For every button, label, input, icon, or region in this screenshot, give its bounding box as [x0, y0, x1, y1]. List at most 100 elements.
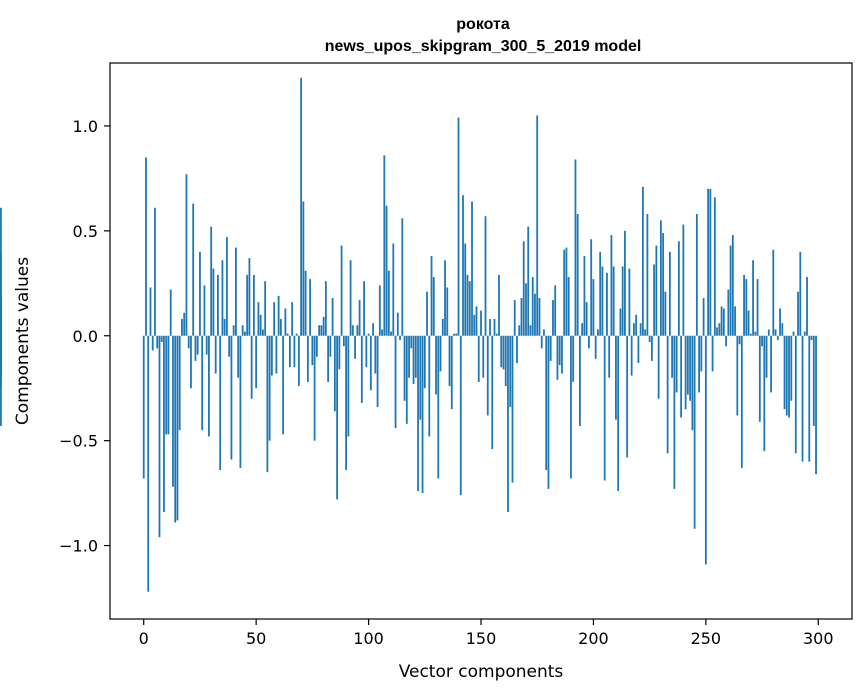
x-tick-label: 100 [353, 629, 384, 648]
bar-191 [572, 335, 575, 382]
bar-18 [183, 312, 186, 336]
bar-17 [181, 318, 183, 336]
bar-177 [540, 335, 543, 349]
bar-262 [731, 235, 734, 336]
bar-30 [210, 226, 213, 336]
x-tick-label: 300 [803, 629, 834, 648]
bar-273 [756, 279, 759, 336]
bar-6 [156, 335, 159, 349]
bar-undefined [0, 253, 2, 336]
bar-23 [194, 335, 197, 361]
bar-280 [772, 249, 775, 336]
bar-84 [331, 297, 334, 336]
bar-275 [761, 335, 763, 347]
bar-176 [538, 297, 541, 336]
bar-25 [199, 251, 201, 336]
bar-103 [374, 335, 377, 374]
bar-165 [513, 300, 516, 336]
bar-1 [145, 157, 147, 336]
bar-194 [579, 335, 581, 426]
bar-119 [410, 335, 413, 349]
bar-80 [322, 316, 325, 336]
bar-58 [273, 302, 276, 336]
y-tick-label: −1.0 [59, 537, 98, 556]
bar-87 [338, 335, 341, 370]
bar-240 [682, 224, 685, 336]
bar-56 [268, 335, 271, 441]
bar-70 [300, 77, 303, 336]
bar-174 [534, 293, 536, 336]
bar-132 [439, 335, 442, 372]
y-tick-label: 1.0 [73, 117, 98, 136]
bar-296 [808, 335, 811, 462]
bar-20 [187, 335, 190, 349]
bar-21 [190, 335, 192, 389]
bar-99 [365, 335, 368, 368]
bar-135 [446, 287, 449, 336]
y-axis-ticks: −1.0 −0.5 0.0 0.5 1.0 [59, 117, 110, 556]
bar-72 [304, 270, 307, 336]
x-tick-label: 50 [246, 629, 266, 648]
bar-231 [662, 232, 665, 336]
bar-106 [381, 329, 383, 336]
bar-101 [369, 335, 372, 391]
bar-258 [722, 308, 725, 336]
bar-undefined [0, 335, 2, 389]
bar-247 [698, 335, 700, 393]
bar-162 [507, 335, 509, 512]
bar-57 [270, 335, 273, 376]
bar-42 [237, 335, 240, 378]
x-tick-label: 150 [466, 629, 497, 648]
bar-255 [716, 327, 718, 336]
bar-256 [718, 323, 721, 336]
bar-259 [725, 335, 727, 347]
bar-200 [592, 279, 595, 336]
bar-211 [617, 335, 620, 492]
bar-26 [201, 335, 204, 431]
bar-46 [246, 274, 249, 336]
x-tick-label: 250 [691, 629, 722, 648]
bar-9 [163, 335, 165, 512]
bar-195 [581, 323, 584, 336]
bar-122 [417, 335, 419, 492]
bar-66 [291, 302, 294, 336]
bar-157 [495, 333, 498, 336]
bar-89 [342, 335, 345, 347]
bar-14 [174, 335, 177, 523]
bar-43 [239, 335, 242, 468]
bar-97 [360, 335, 363, 403]
bar-75 [311, 335, 314, 366]
bar-183 [554, 285, 557, 336]
bar-91 [347, 335, 350, 437]
bar-45 [244, 331, 246, 336]
bar-230 [659, 220, 662, 336]
bar-69 [297, 335, 300, 387]
bar-271 [752, 260, 754, 336]
bar-261 [729, 245, 732, 336]
bar-67 [293, 335, 296, 368]
bar-286 [785, 335, 788, 416]
bar-169 [522, 241, 525, 336]
bar-163 [509, 335, 512, 408]
bar-36 [223, 318, 226, 336]
bar-114 [399, 335, 401, 340]
bar-160 [502, 335, 505, 370]
bar-38 [228, 335, 231, 357]
bar-59 [275, 335, 278, 374]
bar-33 [217, 274, 219, 336]
bar-140 [457, 117, 460, 336]
bar-250 [704, 335, 707, 565]
bar-64 [286, 333, 289, 336]
bar-284 [781, 323, 784, 336]
bar-192 [574, 159, 577, 336]
bar-245 [693, 335, 696, 529]
bar-175 [536, 115, 539, 336]
bar-77 [315, 335, 318, 357]
bar-220 [637, 335, 640, 364]
bar-32 [214, 335, 217, 374]
bar-213 [621, 266, 624, 336]
bar-44 [241, 325, 244, 336]
bar-244 [691, 335, 694, 431]
bar-76 [313, 335, 316, 441]
bar-145 [468, 281, 471, 336]
